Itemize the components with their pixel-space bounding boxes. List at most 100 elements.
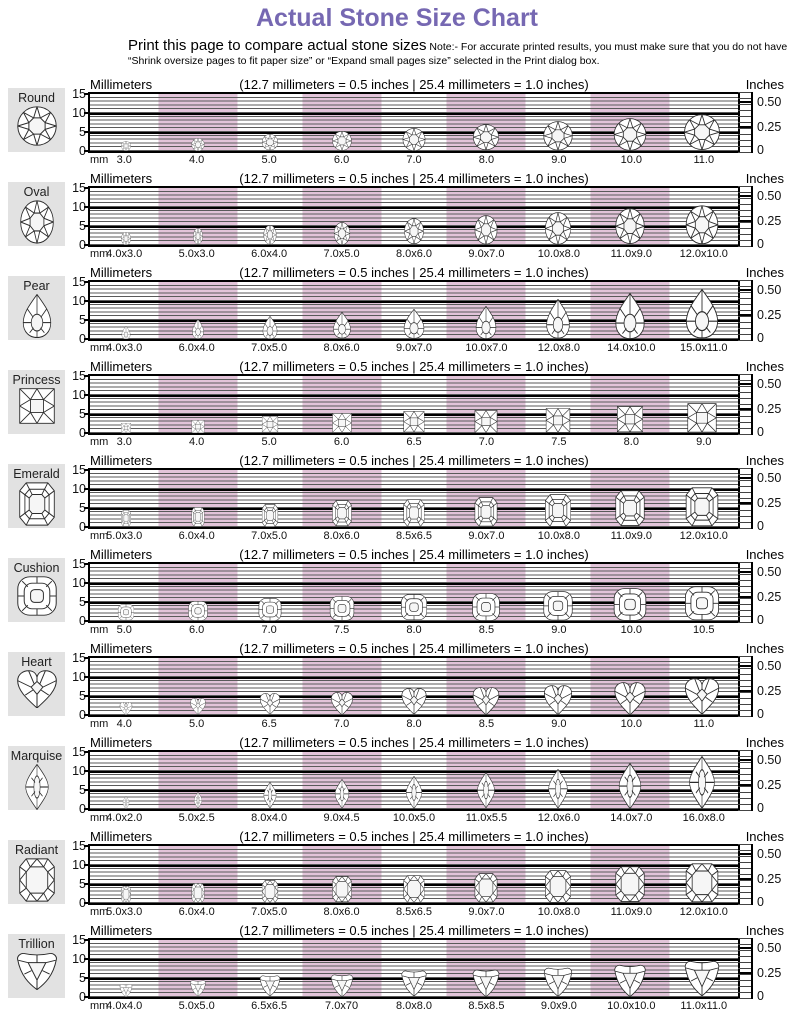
mm-tick-mark <box>84 224 90 227</box>
inch-tick-label: 0.50 <box>757 847 782 862</box>
chart-header: Millimeters (12.7 millimeters = 0.5 inch… <box>88 76 784 92</box>
size-label: 12.0x10.0 <box>679 905 728 918</box>
size-label: 11.0x11.0 <box>680 999 728 1012</box>
size-label: 5.0 <box>189 717 205 730</box>
size-label: 4.0 <box>189 153 205 166</box>
cushion-stone-illustration <box>258 598 281 621</box>
shape-label-box: Pear <box>8 275 65 340</box>
size-label: 8.5 <box>478 623 495 636</box>
mm-tick-mark <box>84 525 90 528</box>
size-label: 10.0 <box>620 623 643 636</box>
inches-axis-title: Inches <box>745 76 784 92</box>
inch-tick-label: 0.50 <box>757 283 782 298</box>
round-stone-illustration <box>473 124 499 150</box>
mm-tick-label: 10 <box>72 199 86 214</box>
oval-stone-illustration <box>474 215 497 245</box>
mm-tick-mark <box>84 205 90 208</box>
size-label: 9.0 <box>551 717 567 730</box>
mm-tick-mark <box>84 938 90 941</box>
size-label-row: mm 4.0 5.0 6.5 7.0 8.0 8.5 9.0 10.0 11.0 <box>88 717 740 732</box>
heart-gem-icon <box>16 670 58 708</box>
pear-stone-illustration <box>684 289 720 339</box>
mm-tick-label: 10 <box>72 293 86 308</box>
size-label: 10.5 <box>693 623 715 636</box>
mm-tick-label: 0 <box>79 519 86 534</box>
mm-tick-mark <box>84 412 90 415</box>
size-label: 7.5 <box>551 435 567 448</box>
size-label: 8.0 <box>478 153 495 166</box>
mm-tick-mark <box>84 995 90 998</box>
conversion-note: (12.7 millimeters = 0.5 inches | 25.4 mi… <box>239 76 589 92</box>
inch-major-tick <box>740 289 753 292</box>
ruler-chart: 15 10 5 0 0.50 0.25 0 <box>72 839 781 910</box>
princess-stone-illustration <box>121 423 131 433</box>
ruler-chart: 15 10 5 0 0.50 0.25 0 <box>72 369 781 440</box>
mm-unit-label: mm <box>90 811 109 824</box>
cushion-stone-illustration <box>188 601 208 621</box>
size-label: 6.5x6.5 <box>251 999 288 1012</box>
mm-tick-label: 10 <box>72 481 86 496</box>
princess-stone-illustration <box>191 420 204 433</box>
size-label: 8.0x8.0 <box>395 999 433 1012</box>
oval-stone-illustration <box>263 225 276 245</box>
round-stone-illustration <box>614 118 647 151</box>
size-label: 11.0x9.0 <box>610 247 653 260</box>
mm-tick-label: 15 <box>72 650 86 665</box>
mm-tick-label: 0 <box>79 143 86 158</box>
radiant-stone-illustration <box>403 875 424 903</box>
heart-stone-illustration <box>259 693 280 714</box>
inch-major-tick <box>740 477 753 480</box>
oval-gem-icon <box>20 200 54 244</box>
size-label: 7.0 <box>478 435 495 448</box>
round-stone-illustration <box>121 141 131 151</box>
inches-ruler <box>738 655 753 717</box>
row-trillion: Trillion Millimeters (12.7 millimeters =… <box>0 922 794 1016</box>
mm-tick-label: 5 <box>79 500 86 515</box>
size-label: 9.0 <box>551 623 567 636</box>
inch-major-tick <box>740 219 753 222</box>
conversion-note: (12.7 millimeters = 0.5 inches | 25.4 mi… <box>239 922 589 938</box>
size-label: 3.0 <box>116 153 132 166</box>
size-label: 10.0x8.0 <box>537 529 580 542</box>
mm-unit-label: mm <box>90 435 109 448</box>
row-cushion: Cushion Millimeters (12.7 millimeters = … <box>0 546 794 640</box>
mm-unit-label: mm <box>90 529 109 542</box>
inches-axis-title: Inches <box>745 358 784 374</box>
size-label: 5.0 <box>261 435 277 448</box>
cushion-stone-illustration <box>543 591 573 621</box>
mm-tick-label: 15 <box>72 368 86 383</box>
inch-tick-label: 0.50 <box>757 659 782 674</box>
size-label: 7.0x5.0 <box>251 905 288 918</box>
radiant-stone-illustration <box>686 863 719 903</box>
chart-header: Millimeters (12.7 millimeters = 0.5 inch… <box>88 640 784 656</box>
mm-tick-mark <box>84 243 90 246</box>
marquise-stone-illustration <box>406 776 423 809</box>
size-label: 15.0x11.0 <box>680 341 728 354</box>
instructions-lead: Print this page to compare actual stone … <box>128 37 427 54</box>
inches-axis-title: Inches <box>745 640 784 656</box>
inch-tick-label: 0.25 <box>757 683 782 698</box>
ruler-chart: 15 10 5 0 0.50 0.25 0 <box>72 181 781 252</box>
size-label: 9.0 <box>696 435 712 448</box>
emerald-stone-illustration <box>474 497 497 527</box>
size-label: 7.5 <box>333 623 350 636</box>
radiant-stone-illustration <box>474 873 497 903</box>
mm-tick-mark <box>84 487 90 490</box>
mm-tick-mark <box>84 280 90 283</box>
mm-tick-label: 15 <box>72 462 86 477</box>
mm-tick-label: 15 <box>72 180 86 195</box>
size-label: 8.0 <box>623 435 639 448</box>
page-title: Actual Stone Size Chart <box>256 4 538 32</box>
inch-major-tick <box>740 853 753 856</box>
round-stone-illustration <box>402 128 425 151</box>
radiant-stone-illustration <box>545 870 571 903</box>
mm-tick-mark <box>84 750 90 753</box>
inch-major-tick <box>740 947 753 950</box>
inch-tick-label: 0 <box>757 143 764 158</box>
inch-tick-label: 0.50 <box>757 471 782 486</box>
heart-stone-illustration <box>190 698 207 715</box>
size-label: 11.0 <box>693 153 715 166</box>
mm-tick-label: 5 <box>79 782 86 797</box>
size-label: 9.0x7.0 <box>468 247 505 260</box>
emerald-stone-illustration <box>332 500 352 526</box>
